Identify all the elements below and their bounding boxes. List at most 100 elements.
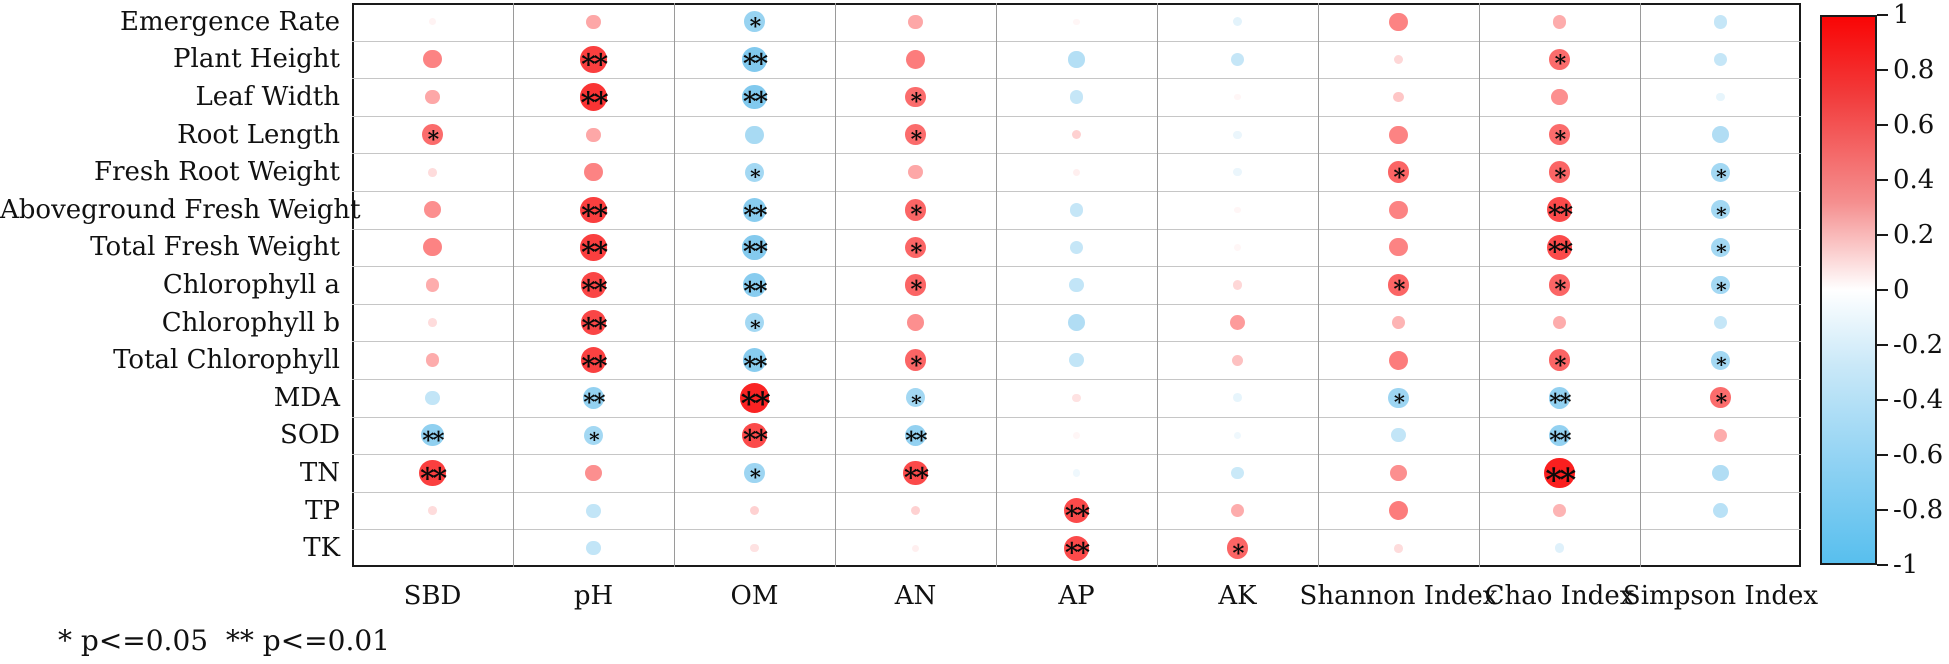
significance-stars: ** <box>581 275 608 307</box>
correlation-bubble <box>1389 501 1408 521</box>
colorbar-tick <box>1877 564 1888 566</box>
correlation-bubble: ** <box>1548 424 1572 452</box>
correlation-bubble <box>586 14 601 29</box>
significance-stars: * <box>589 427 599 452</box>
correlation-bubble <box>1069 353 1084 368</box>
colorbar-tick-label: -0.8 <box>1893 495 1944 525</box>
gridline-horizontal <box>352 115 1801 117</box>
colorbar-tick <box>1877 289 1888 291</box>
gridline-vertical <box>1640 3 1641 567</box>
correlation-bubble: * <box>1387 161 1410 189</box>
correlation-bubble <box>424 201 441 219</box>
column-label: OM <box>730 581 779 611</box>
significance-stars: ** <box>581 350 608 382</box>
correlation-bubble <box>425 353 440 367</box>
gridline-vertical <box>835 3 836 567</box>
significance-stars: * <box>1716 164 1726 189</box>
significance-stars: * <box>1232 539 1244 567</box>
correlation-bubble: ** <box>742 235 768 266</box>
significance-stars: * <box>1716 239 1726 264</box>
correlation-bubble <box>1713 315 1728 330</box>
significance-stars: ** <box>905 426 927 454</box>
significance-stars: * <box>910 201 922 229</box>
significance-stars: * <box>1554 276 1566 304</box>
significance-stars: ** <box>1549 389 1571 417</box>
correlation-bubble: ** <box>903 460 929 492</box>
column-label: Simpson Index <box>1622 581 1819 611</box>
row-label: MDA <box>273 382 340 413</box>
correlation-bubble <box>1072 168 1081 176</box>
colorbar-tick-label: 0.6 <box>1893 110 1935 140</box>
correlation-bubble: * <box>1711 350 1730 375</box>
significance-stars: * <box>1393 389 1405 415</box>
correlation-bubble: ** <box>580 347 608 380</box>
correlation-bubble: * <box>745 313 764 337</box>
row-label: Emergence Rate <box>120 6 340 37</box>
row-label: TP <box>305 495 340 526</box>
correlation-bubble <box>585 464 602 482</box>
row-label: Total Chlorophyll <box>113 345 340 376</box>
correlation-bubble <box>586 503 601 518</box>
colorbar-tick-label: 0.4 <box>1893 165 1935 195</box>
correlation-bubble <box>908 14 923 29</box>
colorbar-tick <box>1877 344 1888 346</box>
significance-stars: * <box>1715 389 1727 416</box>
significance-stars: * <box>1554 163 1566 191</box>
correlation-bubble <box>1071 129 1082 140</box>
colorbar-tick-label: -0.2 <box>1893 330 1944 360</box>
correlation-bubble: * <box>906 388 925 412</box>
correlation-bubble <box>1231 354 1244 366</box>
correlation-bubble: * <box>905 86 926 113</box>
significance-stars: ** <box>903 463 929 494</box>
correlation-bubble: ** <box>1064 498 1090 529</box>
correlation-bubble: * <box>904 274 927 302</box>
significance-stars: ** <box>1545 461 1576 500</box>
gridline-horizontal <box>352 191 1801 192</box>
significance-stars: ** <box>743 200 767 230</box>
row-label: Total Fresh Weight <box>90 232 340 263</box>
correlation-bubble: * <box>904 349 927 377</box>
column-label: Chao Index <box>1484 581 1635 611</box>
significance-stars: ** <box>583 389 605 417</box>
significance-stars: ** <box>742 50 768 81</box>
colorbar-tick <box>1877 179 1888 181</box>
row-label: Aboveground Fresh Weight <box>0 194 361 225</box>
correlation-bubble: ** <box>742 198 768 228</box>
significance-stars: ** <box>581 236 608 270</box>
gridline-horizontal <box>352 153 1801 155</box>
significance-stars: * <box>1393 163 1405 191</box>
correlation-bubble: * <box>1711 162 1730 187</box>
gridline-horizontal <box>352 491 1801 493</box>
correlation-bubble: ** <box>1548 386 1572 414</box>
correlation-bubble: * <box>1711 237 1730 262</box>
significance-stars: * <box>1716 202 1726 227</box>
significance-stars: * <box>911 390 921 415</box>
correlation-bubble <box>1068 51 1085 68</box>
correlation-bubble <box>1552 315 1567 330</box>
correlation-bubble <box>1234 93 1241 101</box>
correlation-bubble: ** <box>1544 457 1576 496</box>
column-label: Shannon Index <box>1299 581 1498 611</box>
significance-stars: * <box>910 126 922 153</box>
correlation-bubble <box>1230 52 1245 67</box>
colorbar-tick <box>1877 14 1888 16</box>
significance-stars: ** <box>581 198 608 232</box>
correlation-bubble <box>586 127 601 142</box>
significance-stars: ** <box>1549 426 1571 454</box>
gridline-horizontal <box>352 78 1801 80</box>
correlation-bubble: * <box>1388 387 1409 413</box>
correlation-bubble: * <box>905 124 926 150</box>
correlation-bubble <box>1072 393 1081 402</box>
correlation-bubble <box>908 165 923 180</box>
colorbar-tick-label: 0 <box>1893 275 1910 305</box>
correlation-bubble <box>1713 428 1728 443</box>
colorbar-tick-label: 0.8 <box>1893 55 1935 85</box>
correlation-bubble <box>1234 206 1241 214</box>
correlation-bubble <box>1553 504 1566 517</box>
correlation-bubble <box>1233 431 1242 440</box>
correlation-bubble <box>910 505 921 516</box>
correlation-bubble: * <box>1549 124 1570 150</box>
correlation-bubble <box>428 318 437 327</box>
correlation-bubble <box>584 163 603 182</box>
